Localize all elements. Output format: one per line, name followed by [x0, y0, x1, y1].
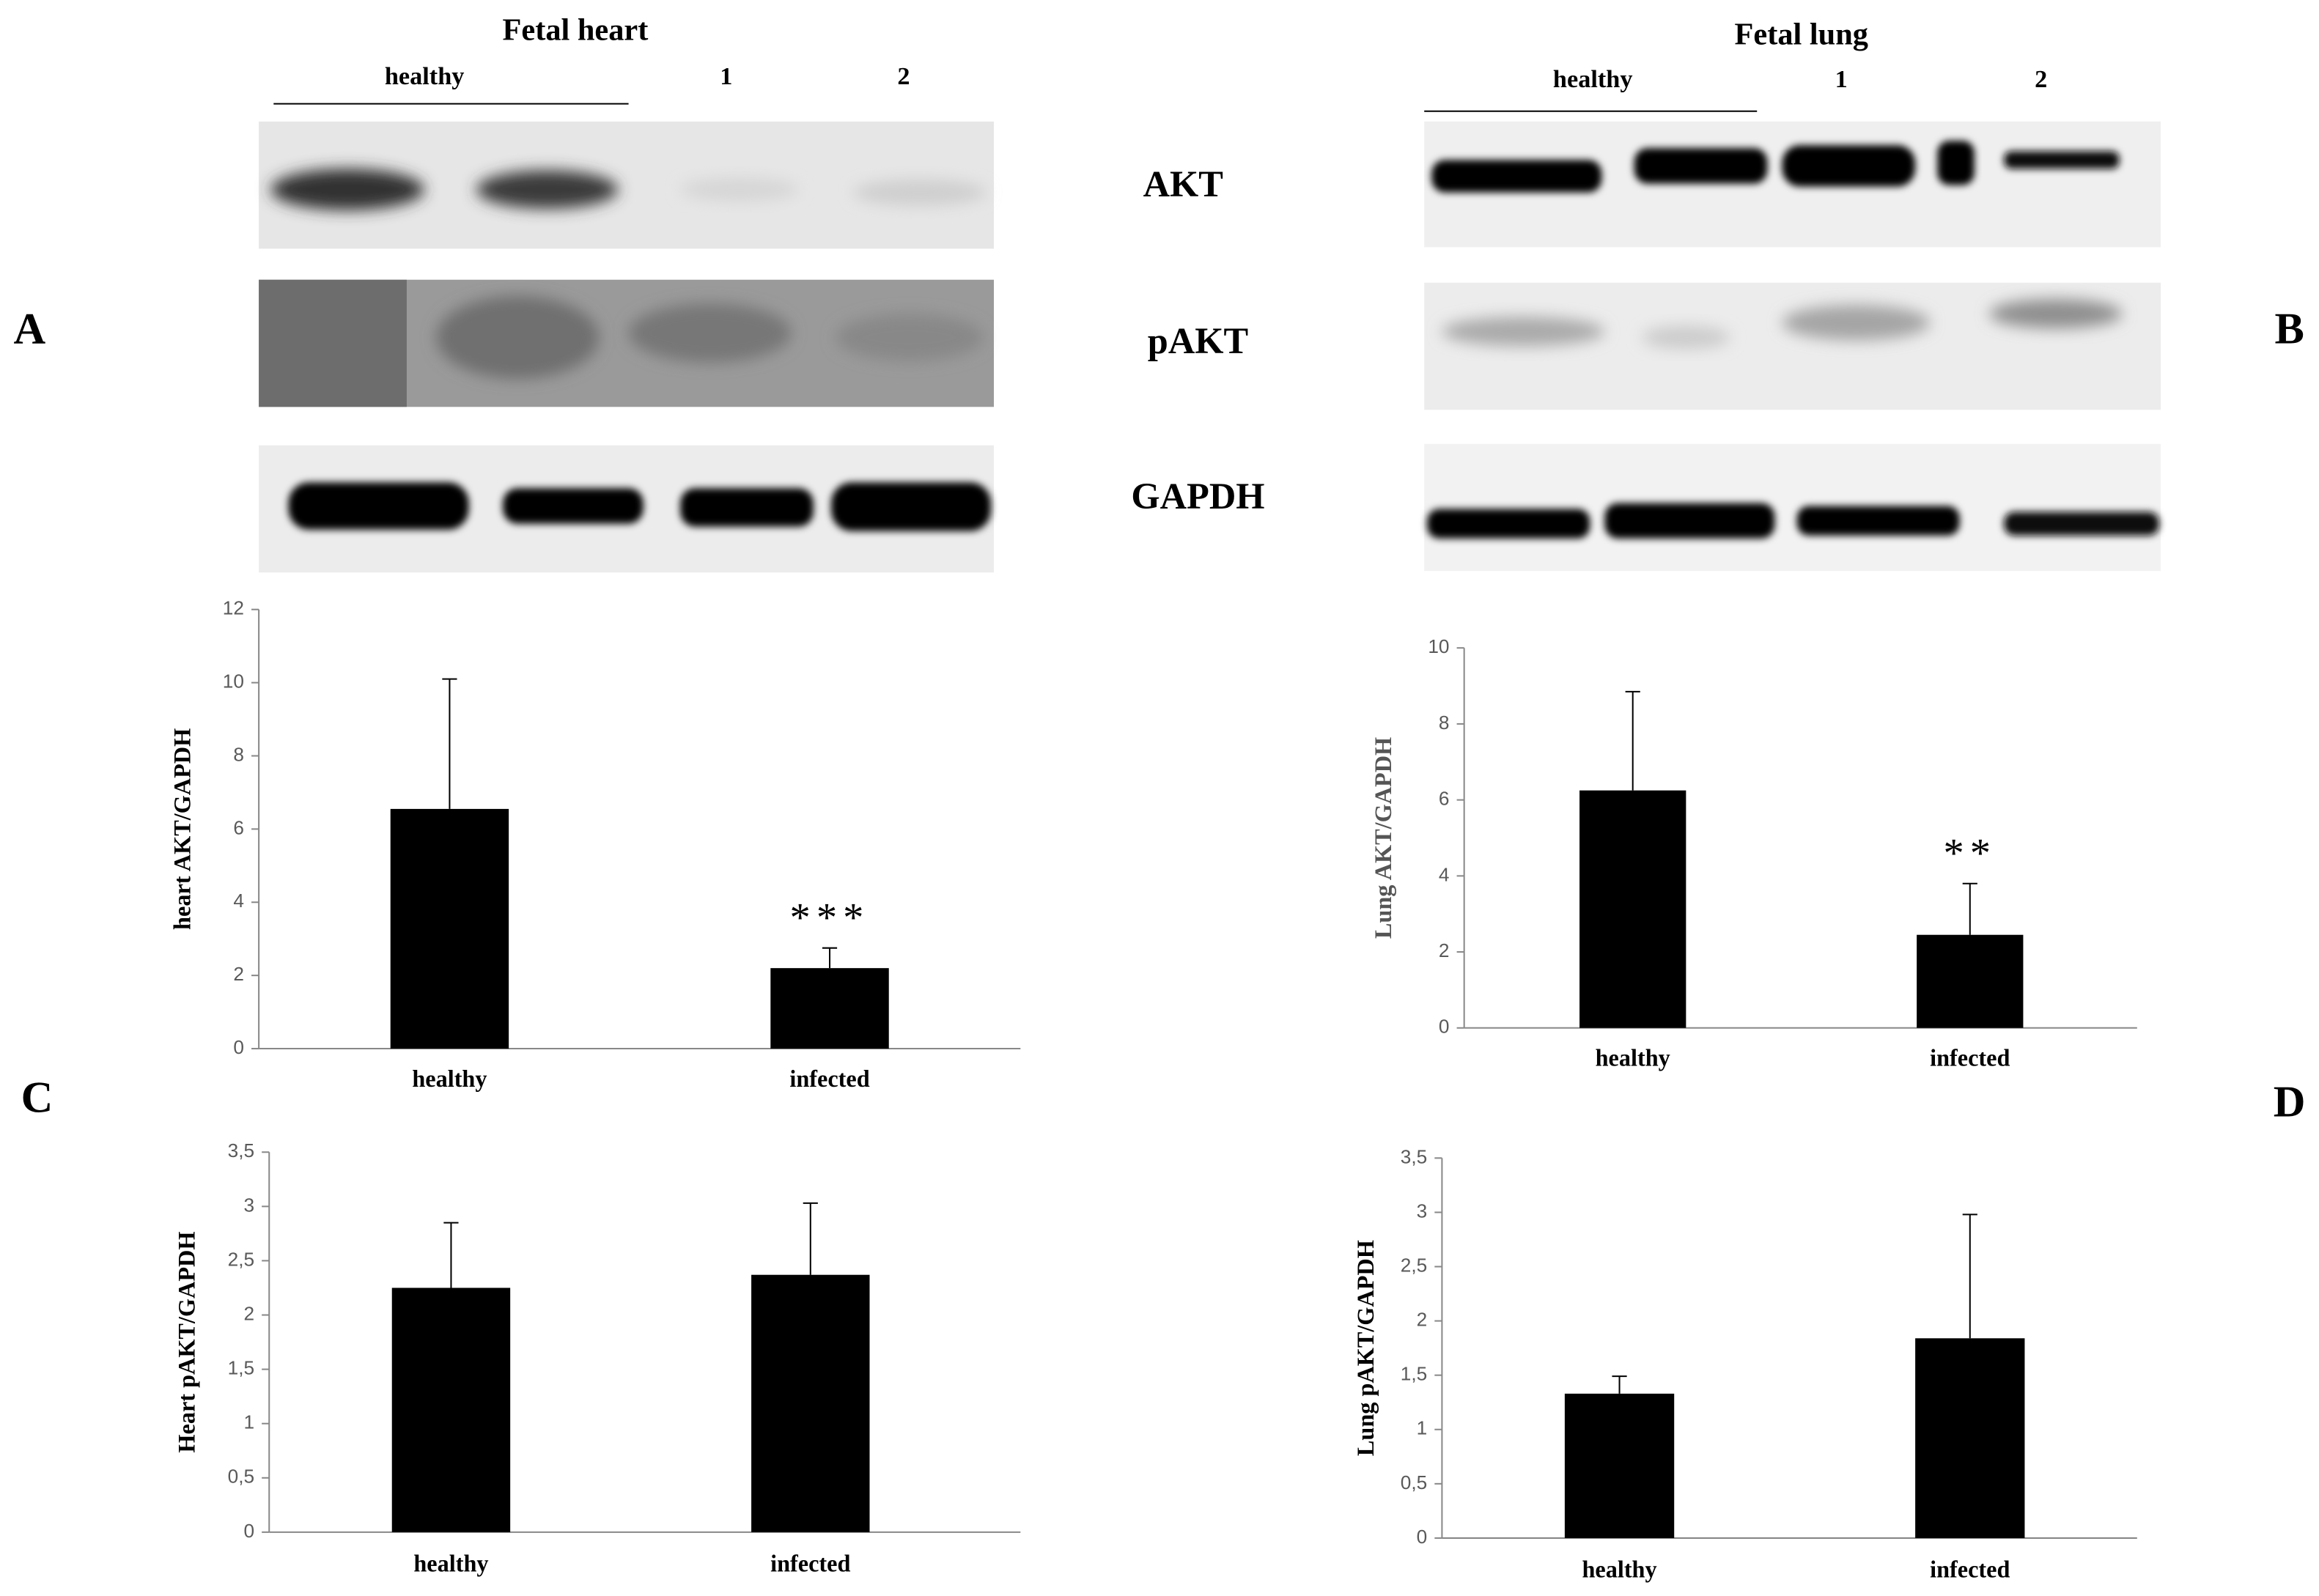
y-tick-label: 1: [243, 1411, 254, 1433]
blot-row-label: GAPDH: [1131, 476, 1264, 517]
y-tick-label: 10: [1428, 635, 1449, 657]
bar: [1915, 1338, 2025, 1538]
y-tick-label: 0,5: [1401, 1471, 1427, 1493]
y-tick-label: 8: [233, 743, 244, 765]
lane-label: 1: [1835, 65, 1848, 93]
y-tick-label: 0: [1417, 1526, 1428, 1548]
error-bar: [1612, 1375, 1627, 1394]
bar: [751, 1274, 870, 1532]
blot-image: [259, 445, 994, 573]
lane-label: 2: [2035, 65, 2047, 93]
blot-image: [1424, 282, 2161, 410]
x-tick-label: healthy: [413, 1551, 488, 1577]
y-axis-label: Lung pAKT/GAPDH: [1352, 1240, 1379, 1456]
lane-group-label: healthy: [1553, 65, 1633, 93]
x-tick-label: infected: [1930, 1556, 2010, 1583]
x-tick-label: infected: [789, 1065, 869, 1092]
error-bar: [443, 1222, 459, 1288]
y-tick-label: 12: [223, 597, 244, 619]
y-tick-label: 2: [243, 1302, 254, 1324]
y-tick-label: 0: [243, 1520, 254, 1542]
blot-title: Fetal heart: [503, 12, 649, 47]
y-tick-label: 1,5: [1401, 1363, 1427, 1385]
error-bar: [822, 947, 838, 969]
bar: [1564, 1393, 1675, 1538]
y-tick-label: 4: [233, 890, 244, 912]
x-tick-label: healthy: [412, 1065, 487, 1092]
x-tick-label: healthy: [1582, 1556, 1656, 1583]
y-tick-label: 1,5: [228, 1357, 254, 1379]
bar: [390, 808, 509, 1049]
y-tick-label: 3: [243, 1194, 254, 1216]
y-axis-label: Heart pAKT/GAPDH: [174, 1232, 200, 1453]
blot-row-label: AKT: [1143, 163, 1223, 204]
y-tick-label: 3,5: [1401, 1145, 1427, 1167]
bar: [1579, 790, 1686, 1028]
lane-label: 2: [897, 62, 910, 90]
error-bar: [1625, 690, 1640, 791]
y-tick-label: 3: [1417, 1200, 1428, 1222]
y-tick-label: 6: [1439, 788, 1450, 810]
panel-label: C: [21, 1074, 54, 1123]
error-bar: [442, 678, 457, 809]
y-tick-label: 2,5: [1401, 1254, 1427, 1276]
blot-image: [259, 121, 994, 249]
blot-title: Fetal lung: [1735, 18, 1868, 52]
significance-label: ***: [790, 895, 870, 940]
blot-image: [1424, 121, 2161, 248]
error-bar: [1962, 1213, 1977, 1339]
y-tick-label: 1: [1417, 1417, 1428, 1439]
lane-label: 1: [720, 62, 732, 90]
error-bar: [803, 1202, 818, 1275]
panel-label: B: [2274, 304, 2304, 353]
y-tick-label: 3,5: [228, 1139, 254, 1161]
y-tick-label: 2: [1439, 939, 1450, 961]
significance-label: **: [1943, 830, 1997, 876]
panel-label: D: [2274, 1078, 2306, 1127]
y-tick-label: 10: [223, 670, 244, 692]
x-tick-label: infected: [770, 1551, 850, 1577]
lane-group-label: healthy: [385, 62, 465, 90]
bar: [770, 968, 889, 1049]
y-tick-label: 8: [1439, 712, 1450, 734]
y-axis-label: Lung AKT/GAPDH: [1370, 737, 1396, 939]
blot-row-label: pAKT: [1148, 320, 1248, 361]
y-tick-label: 0: [1439, 1016, 1450, 1038]
error-bar: [1962, 882, 1977, 935]
x-tick-label: healthy: [1596, 1045, 1670, 1071]
bar: [1917, 934, 2024, 1028]
y-tick-label: 2: [1417, 1309, 1428, 1331]
y-tick-label: 0,5: [228, 1466, 254, 1488]
x-tick-label: infected: [1930, 1045, 2010, 1071]
y-tick-label: 0: [233, 1036, 244, 1058]
bar: [391, 1287, 511, 1532]
panel-label: A: [14, 304, 46, 353]
y-tick-label: 2,5: [228, 1248, 254, 1270]
blot-image: [1424, 443, 2161, 572]
y-tick-label: 6: [233, 816, 244, 838]
y-tick-label: 2: [233, 963, 244, 985]
y-axis-label: heart AKT/GAPDH: [169, 728, 196, 930]
y-tick-label: 4: [1439, 863, 1450, 885]
blot-image: [259, 279, 994, 407]
